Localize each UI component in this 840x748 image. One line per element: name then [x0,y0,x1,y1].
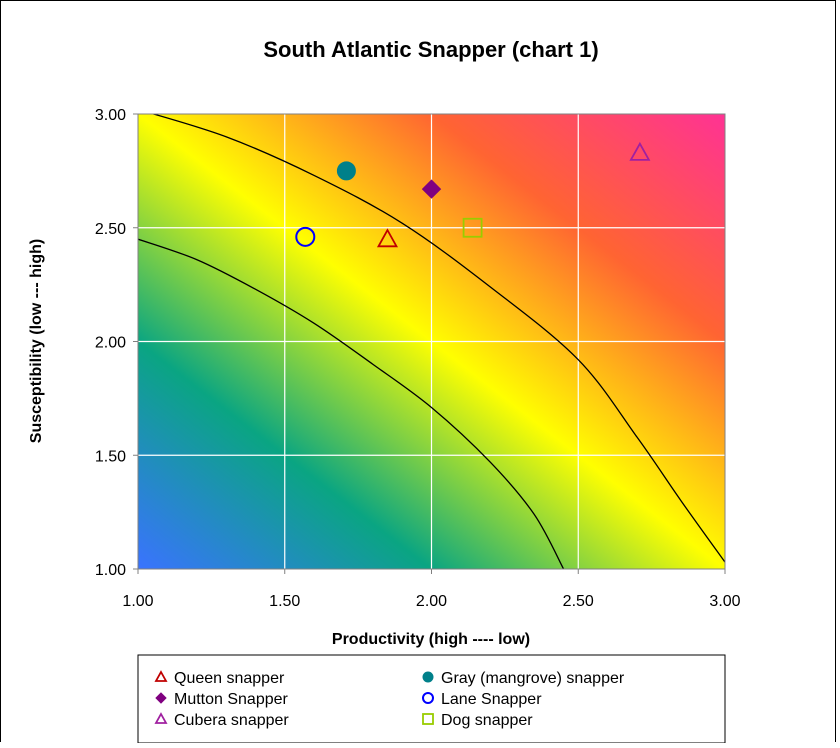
tick-labels: 1.00 1.50 2.00 2.50 3.00 1.00 1.50 2.00 2.50 3.00 [95,107,741,610]
risk-curve-inner [138,238,565,569]
data-point-dog [462,217,483,238]
x-tick-label: 1.00 [122,593,153,610]
x-tick-label: 2.50 [563,593,594,610]
legend-box [137,654,726,744]
legend-label-gray: Gray (mangrove) snapper [441,670,625,687]
legend-marker-cubera [154,712,168,724]
y-axis-label: Susceptibility (low --- high) [28,239,45,443]
risk-curve-outer [151,114,725,563]
legend: Queen snapper Gray (mangrove) snapper Mutt… [154,670,625,729]
legend-label-mutton: Mutton Snapper [174,691,289,708]
legend-marker-gray [422,671,434,683]
y-tick-label: 2.50 [95,221,126,238]
legend-label-lane: Lane Snapper [441,691,542,708]
y-tick-label: 1.50 [95,448,126,465]
data-point-queen [376,228,399,248]
data-point-cubera [629,141,651,161]
x-tick-label: 1.50 [269,593,300,610]
data-markers [295,141,651,248]
y-tick-label: 1.00 [95,562,126,579]
x-tick-label: 3.00 [709,593,740,610]
legend-label-queen: Queen snapper [174,670,285,687]
legend-marker-dog [422,713,434,725]
x-axis-label: Productivity (high ---- low) [332,631,530,648]
data-point-lane [295,226,316,247]
curve-layer [138,114,725,569]
legend-marker-lane [422,692,434,704]
legend-marker-queen [154,670,168,682]
legend-marker-mutton [155,692,167,704]
data-point-mutton [421,179,442,199]
chart-title: South Atlantic Snapper (chart 1) [263,37,598,62]
legend-label-cubera: Cubera snapper [174,712,289,729]
legend-label-dog: Dog snapper [441,712,533,729]
data-point-gray [336,161,356,181]
y-tick-label: 2.00 [95,335,126,352]
x-tick-label: 2.00 [416,593,447,610]
y-tick-label: 3.00 [95,107,126,124]
